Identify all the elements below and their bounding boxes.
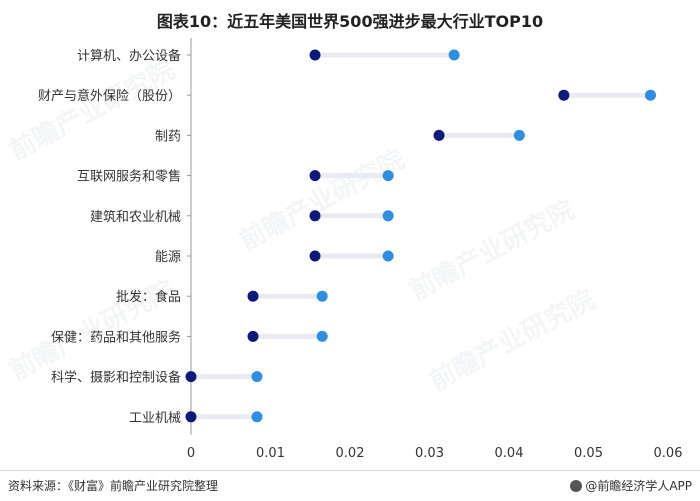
- end-point: [645, 89, 657, 101]
- brand-text: @前瞻经济学人APP: [585, 479, 692, 493]
- category-label: 保健：药品和其他服务: [51, 329, 181, 345]
- x-tick-label: 0.01: [256, 446, 285, 461]
- start-point: [558, 89, 570, 101]
- category-label: 制药: [155, 129, 181, 144]
- start-point: [433, 129, 445, 141]
- x-tick-label: 0.04: [495, 446, 524, 461]
- end-point: [382, 250, 394, 262]
- start-point: [185, 411, 197, 423]
- end-point: [448, 49, 460, 61]
- x-tick-label: 0.05: [574, 446, 603, 461]
- end-point: [382, 170, 394, 182]
- category-label: 财产与意外保险（股份）: [38, 88, 181, 104]
- start-point: [309, 250, 321, 262]
- x-tick-label: 0.03: [415, 446, 444, 461]
- x-tick-label: 0: [187, 446, 195, 461]
- end-point: [513, 129, 525, 141]
- brand-credit: @前瞻经济学人APP: [570, 477, 692, 494]
- start-point: [309, 210, 321, 222]
- start-point: [309, 170, 321, 182]
- category-label: 建筑和农业机械: [90, 209, 181, 225]
- category-label: 科学、摄影和控制设备: [51, 370, 181, 386]
- start-point: [185, 371, 197, 383]
- chart-title: 图表10：近五年美国世界500强进步最大行业TOP10: [156, 12, 544, 31]
- x-tick-label: 0.02: [336, 446, 365, 461]
- category-label: 批发：食品: [116, 289, 181, 305]
- start-point: [247, 330, 259, 342]
- end-point: [316, 290, 328, 302]
- brand-logo-icon: [570, 480, 583, 492]
- end-point: [251, 371, 263, 383]
- start-point: [247, 290, 259, 302]
- source-note: 资料来源：《财富》前瞻产业研究院整理: [8, 479, 219, 493]
- end-point: [316, 330, 328, 342]
- category-label: 计算机、办公设备: [77, 48, 181, 64]
- category-label: 工业机械: [129, 411, 181, 426]
- footer: 资料来源：《财富》前瞻产业研究院整理 @前瞻经济学人APP: [0, 470, 700, 501]
- category-label: 能源: [155, 250, 181, 265]
- end-point: [382, 210, 394, 222]
- x-tick-label: 0.06: [654, 446, 683, 461]
- end-point: [251, 411, 263, 423]
- category-label: 互联网服务和零售: [77, 169, 181, 185]
- start-point: [309, 49, 321, 61]
